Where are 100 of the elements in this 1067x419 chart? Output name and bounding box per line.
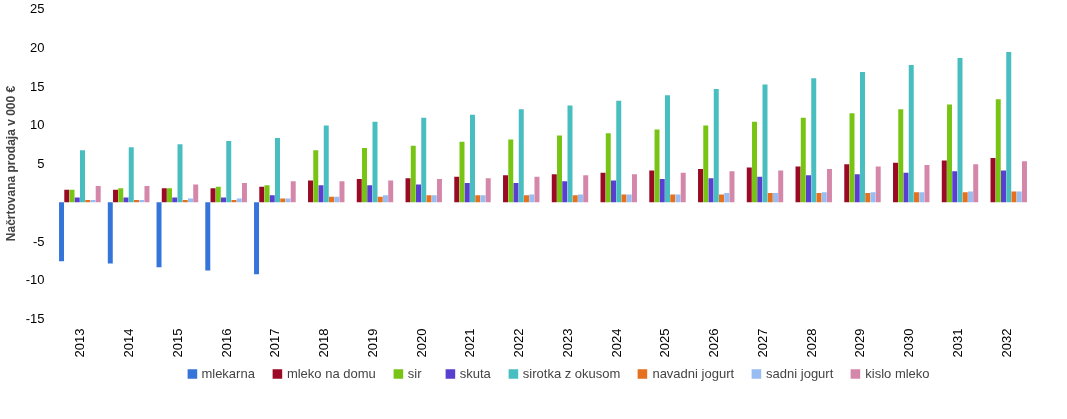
- x-tick-label: 2023: [559, 328, 575, 358]
- bar: [59, 202, 65, 262]
- bar: [128, 147, 134, 203]
- bar: [865, 192, 871, 203]
- bar: [577, 194, 583, 203]
- x-tick-label: 2028: [803, 328, 819, 358]
- bar: [649, 170, 655, 203]
- bar: [95, 185, 101, 203]
- bar: [844, 164, 850, 203]
- bar: [323, 125, 329, 203]
- bar: [339, 181, 345, 203]
- bar: [616, 100, 622, 203]
- bar: [572, 195, 578, 203]
- x-tick-label: 2013: [72, 328, 88, 358]
- y-tick-label: 25: [30, 1, 45, 16]
- bar: [562, 181, 568, 203]
- x-tick-label: 2032: [998, 328, 1014, 358]
- bar: [269, 195, 275, 203]
- bar: [264, 185, 270, 203]
- bar: [778, 170, 784, 203]
- legend-label: mleko na domu: [286, 365, 376, 381]
- bar: [334, 196, 340, 203]
- x-tick-label: 2027: [754, 328, 770, 358]
- legend-label: sir: [407, 365, 423, 381]
- y-tick-label: -15: [25, 311, 45, 326]
- legend-label: sadni jogurt: [766, 365, 834, 381]
- bar: [1011, 191, 1017, 203]
- bar: [1006, 51, 1012, 203]
- bar: [860, 72, 865, 203]
- bar: [962, 192, 968, 203]
- y-tick-label: 5: [37, 156, 45, 171]
- bar: [454, 176, 460, 203]
- y-tick-label: -5: [32, 233, 45, 249]
- bar: [1016, 191, 1022, 203]
- bar: [816, 192, 822, 203]
- bar: [752, 121, 757, 203]
- bar: [772, 192, 778, 203]
- bar: [908, 65, 914, 203]
- bar: [382, 195, 388, 203]
- x-tick-label: 2016: [218, 328, 234, 358]
- bar: [675, 194, 681, 203]
- x-tick-label: 2015: [169, 328, 185, 358]
- bar: [64, 189, 70, 203]
- bar: [806, 175, 811, 203]
- x-tick-label: 2022: [511, 328, 527, 358]
- bar: [729, 171, 735, 203]
- bar: [529, 194, 535, 203]
- bar: [210, 188, 216, 203]
- bar: [241, 182, 247, 203]
- bar: [919, 192, 925, 203]
- bar: [69, 189, 75, 203]
- bar: [893, 162, 899, 203]
- bar: [821, 192, 827, 203]
- bar: [631, 174, 637, 203]
- bar: [947, 104, 952, 203]
- legend-label: kislo mleko: [865, 365, 930, 381]
- bar: [290, 181, 296, 203]
- legend-label: sirotka z okusom: [522, 365, 621, 381]
- bar: [941, 160, 947, 203]
- bar: [431, 195, 437, 203]
- bar: [924, 165, 930, 203]
- bar: [118, 188, 124, 203]
- y-tick-label: 15: [30, 78, 45, 94]
- bar: [144, 185, 150, 203]
- bar: [436, 179, 442, 203]
- x-tick-label: 2025: [657, 328, 673, 358]
- bar: [156, 202, 162, 268]
- x-tick-label: 2018: [316, 328, 332, 358]
- bar: [377, 196, 383, 203]
- bar: [205, 202, 211, 271]
- bar: [654, 129, 660, 203]
- bar: [826, 168, 832, 203]
- bar: [187, 198, 193, 203]
- bar: [329, 196, 334, 203]
- bar: [161, 188, 167, 203]
- x-tick-label: 2014: [121, 328, 137, 358]
- bar: [503, 175, 509, 203]
- bar: [367, 185, 373, 203]
- x-tick-label: 2017: [267, 328, 283, 358]
- bar: [898, 109, 904, 203]
- bar: [600, 172, 606, 203]
- bar: [313, 150, 319, 203]
- bar: [275, 137, 280, 203]
- bar: [80, 150, 85, 203]
- y-axis-title: Načrtovana prodaja v 000 €: [3, 85, 18, 242]
- legend-label: skuta: [459, 365, 491, 381]
- bar: [226, 141, 232, 203]
- bar: [757, 176, 763, 203]
- x-tick-label: 2020: [413, 328, 429, 358]
- bar: [621, 194, 627, 203]
- bar: [356, 179, 362, 203]
- bar: [308, 180, 314, 203]
- bar: [551, 174, 557, 203]
- legend-label: mlekarna: [201, 365, 255, 381]
- bar: [583, 175, 589, 203]
- bar: [475, 195, 481, 203]
- bar: [534, 176, 540, 203]
- bar: [800, 117, 806, 203]
- bar: [459, 141, 465, 203]
- bar: [875, 166, 881, 203]
